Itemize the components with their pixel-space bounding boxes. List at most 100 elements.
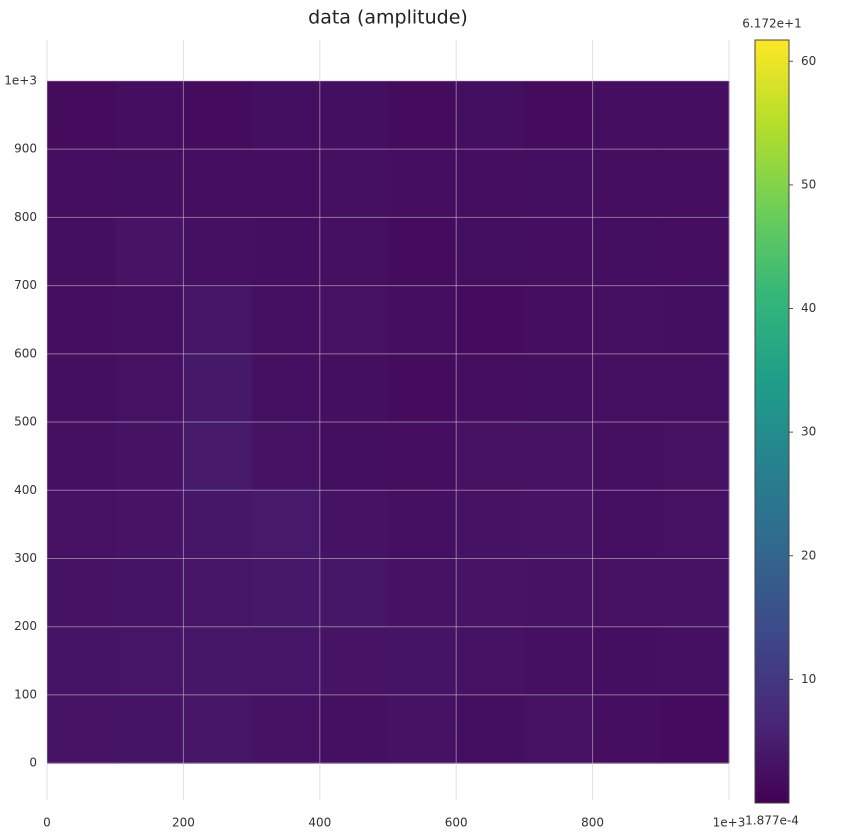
heatmap-cell	[319, 80, 389, 150]
heatmap-cell	[319, 626, 389, 696]
heatmap-cell	[251, 353, 321, 423]
heatmap-cell	[456, 626, 525, 696]
heatmap-cell	[456, 285, 525, 355]
y-tick-label: 700	[14, 278, 37, 292]
heatmap-cell	[47, 422, 116, 491]
heatmap-cell	[183, 285, 253, 355]
heatmap-cell	[183, 490, 253, 559]
heatmap-cell	[660, 490, 730, 559]
heatmap-cell	[115, 149, 184, 218]
heatmap-cell	[592, 490, 662, 559]
heatmap-cell	[251, 149, 321, 218]
heatmap-cell	[319, 149, 389, 218]
heatmap-cell	[388, 80, 457, 150]
colorbar-tick-label: 20	[801, 548, 816, 562]
colorbar-tick-label: 10	[801, 672, 816, 686]
heatmap-cell	[388, 694, 457, 764]
heatmap-cell	[660, 626, 730, 696]
heatmap-cell	[183, 626, 253, 696]
heatmap-cell	[251, 285, 321, 355]
heatmap-cell	[319, 558, 389, 628]
heatmap-cell	[456, 422, 525, 491]
heatmap-cell	[319, 694, 389, 764]
heatmap-cell	[524, 626, 594, 696]
heatmap-cell	[660, 353, 730, 423]
heatmap-cell	[251, 217, 321, 287]
heatmap-cell	[660, 80, 730, 150]
heatmap-cell	[47, 285, 116, 355]
heatmap-cell	[660, 422, 730, 491]
heatmap-cell	[524, 353, 594, 423]
heatmap-cell	[456, 80, 525, 150]
heatmap-cell	[183, 422, 253, 491]
heatmap-cell	[115, 80, 184, 150]
heatmap-cell	[524, 217, 594, 287]
heatmap-cell	[456, 490, 525, 559]
colorbar-tick-label: 40	[801, 301, 816, 315]
heatmap-cell	[660, 694, 730, 764]
heatmap-cell	[592, 353, 662, 423]
heatmap-cell	[524, 694, 594, 764]
heatmap-cell	[115, 626, 184, 696]
heatmap-cell	[388, 353, 457, 423]
heatmap-cell	[456, 694, 525, 764]
heatmap-cell	[456, 558, 525, 628]
heatmap-cell	[388, 422, 457, 491]
heatmap-cell	[660, 558, 730, 628]
colorbar-tick-label: 50	[801, 177, 816, 191]
heatmap-cell	[388, 490, 457, 559]
heatmap-cell	[524, 558, 594, 628]
heatmap-cell	[456, 149, 525, 218]
heatmap-cell	[456, 353, 525, 423]
heatmap-cell	[183, 217, 253, 287]
x-tick-label: 800	[581, 816, 604, 830]
heatmap-cell	[592, 217, 662, 287]
heatmap-cell	[388, 626, 457, 696]
colorbar-tick-label: 30	[801, 425, 816, 439]
heatmap-cell	[251, 626, 321, 696]
heatmap-cell	[47, 217, 116, 287]
colorbar-limit-label: 6.172e+1	[742, 17, 801, 31]
heatmap-cell	[388, 217, 457, 287]
heatmap-cell	[183, 80, 253, 150]
heatmap-cell	[115, 694, 184, 764]
heatmap-cell	[592, 422, 662, 491]
heatmap-cell	[388, 149, 457, 218]
heatmap-cell	[524, 422, 594, 491]
heatmap-cell	[115, 422, 184, 491]
heatmap-cell	[592, 694, 662, 764]
heatmap-cell	[183, 558, 253, 628]
heatmap-cell	[524, 80, 594, 150]
heatmap-cell	[47, 694, 116, 764]
heatmap-cell	[388, 558, 457, 628]
heatmap-cell	[456, 217, 525, 287]
heatmap-cell	[47, 558, 116, 628]
heatmap-cell	[319, 490, 389, 559]
heatmap-cell	[183, 149, 253, 218]
y-tick-label: 200	[14, 619, 37, 633]
heatmap-cell	[251, 558, 321, 628]
heatmap-cell	[251, 422, 321, 491]
x-tick-label: 1e+3	[713, 816, 746, 830]
heatmap-cell	[115, 558, 184, 628]
heatmap-cell	[592, 285, 662, 355]
heatmap-cell	[319, 217, 389, 287]
heatmap-cell	[592, 558, 662, 628]
heatmap-cell	[524, 285, 594, 355]
heatmap-cell	[47, 490, 116, 559]
y-tick-label: 1e+3	[4, 73, 37, 87]
heatmap-cell	[47, 353, 116, 423]
chart-title: data (amplitude)	[308, 7, 468, 29]
heatmap-cell	[251, 694, 321, 764]
heatmap-cell	[592, 149, 662, 218]
heatmap-cell	[47, 80, 116, 150]
y-tick-label: 600	[14, 346, 37, 360]
heatmap-cell	[319, 422, 389, 491]
y-tick-label: 400	[14, 483, 37, 497]
colorbar-limit-label: 1.877e-4	[745, 814, 799, 828]
y-tick-label: 0	[29, 756, 37, 770]
heatmap-cell	[660, 149, 730, 218]
x-tick-label: 200	[172, 816, 195, 830]
colorbar	[754, 39, 790, 804]
